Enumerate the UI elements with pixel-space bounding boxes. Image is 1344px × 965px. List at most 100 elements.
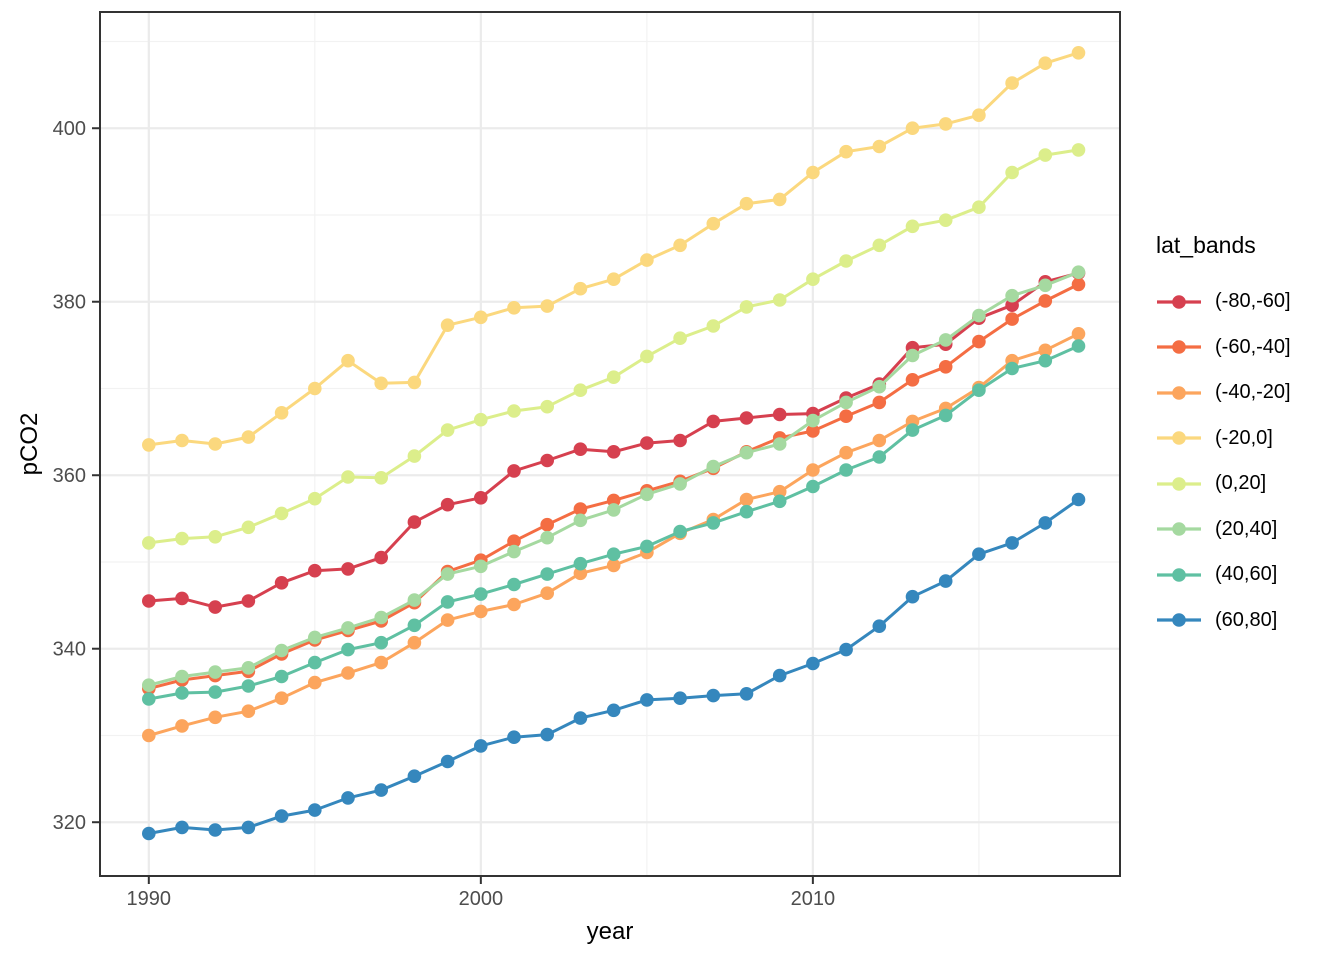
data-point [440, 497, 455, 512]
y-tick-label: 340 [53, 639, 86, 661]
data-point [407, 449, 422, 463]
data-point [1005, 165, 1019, 180]
data-point [208, 600, 222, 614]
data-point [474, 310, 488, 325]
data-point [573, 383, 588, 398]
data-point [606, 558, 621, 573]
data-point [540, 530, 554, 545]
data-point [374, 783, 389, 797]
data-point [507, 464, 521, 478]
data-point [938, 333, 953, 347]
data-point [474, 587, 488, 601]
data-point [772, 407, 787, 422]
data-point [175, 669, 189, 684]
legend-label: (20,40] [1215, 517, 1278, 540]
data-point [341, 353, 355, 368]
data-point [640, 349, 654, 364]
data-point [806, 463, 820, 477]
data-point [440, 754, 455, 769]
data-point [274, 669, 289, 684]
data-point [1005, 298, 1019, 313]
data-point [1005, 288, 1019, 303]
panel-border [99, 11, 1121, 877]
data-point [806, 165, 820, 180]
legend-item-(-40,-20]: (-40,-20] [1156, 370, 1342, 416]
data-point [972, 334, 986, 349]
data-point [806, 424, 820, 438]
data-point [606, 703, 621, 718]
data-point [274, 643, 289, 658]
data-point [640, 539, 654, 554]
data-point [440, 423, 455, 437]
data-point [1071, 327, 1086, 341]
data-point [772, 668, 787, 683]
data-point [839, 642, 853, 657]
data-point [606, 272, 621, 287]
data-point [175, 531, 189, 546]
data-point [1071, 46, 1086, 60]
legend-key-icon [1157, 294, 1201, 309]
data-point [872, 379, 887, 394]
data-point [1071, 339, 1086, 353]
data-point [341, 666, 355, 680]
data-point [706, 688, 721, 703]
data-point [673, 331, 687, 346]
data-point [1071, 265, 1086, 280]
data-point [706, 319, 721, 333]
x-tick-label: 1990 [127, 888, 172, 910]
data-point [374, 635, 389, 650]
legend-label: (-20,0] [1215, 426, 1273, 449]
y-axis-title: pCO2 [16, 412, 43, 476]
data-point [706, 459, 721, 474]
data-point [606, 370, 621, 385]
data-point [573, 502, 588, 516]
data-point [308, 675, 322, 690]
data-point [872, 238, 887, 253]
data-point [739, 504, 754, 519]
data-point [839, 409, 853, 424]
data-point [1071, 277, 1086, 292]
data-point [905, 423, 920, 437]
legend-title: lat_bands [1156, 232, 1256, 258]
data-point [839, 395, 853, 410]
data-point [507, 404, 521, 418]
axis-ticks: 320 340 360 380 400 1990 2000 2010 [53, 118, 835, 910]
x-tick-label: 2000 [459, 888, 504, 910]
series-(-20,0] [142, 46, 1086, 452]
data-point [972, 547, 986, 561]
data-point [673, 524, 687, 539]
data-point [407, 635, 422, 650]
data-point [374, 655, 389, 670]
data-point [175, 591, 189, 606]
data-point [806, 656, 820, 671]
major-gridlines [100, 12, 1120, 876]
data-point [241, 820, 256, 835]
data-point [1071, 143, 1086, 157]
data-point [474, 739, 488, 753]
data-point [673, 238, 687, 253]
data-point [440, 613, 455, 627]
data-point [274, 809, 289, 823]
legend-key-icon [1157, 567, 1201, 582]
data-point [407, 375, 422, 390]
data-point [772, 494, 787, 509]
data-point [540, 586, 554, 600]
data-point [839, 144, 853, 159]
data-point [308, 563, 322, 578]
data-point [507, 597, 521, 612]
data-point [341, 642, 355, 657]
data-point [241, 430, 256, 444]
data-point [872, 395, 887, 410]
data-point [142, 728, 156, 743]
series-(40,60] [142, 339, 1086, 706]
data-point [540, 727, 554, 742]
data-point [938, 574, 953, 588]
legend-label: (60,80] [1215, 608, 1278, 631]
data-point [1005, 536, 1019, 550]
data-point [1038, 56, 1053, 70]
data-point [640, 253, 654, 267]
series-(20,40] [142, 265, 1086, 692]
data-point [938, 360, 953, 374]
data-point [972, 200, 986, 214]
